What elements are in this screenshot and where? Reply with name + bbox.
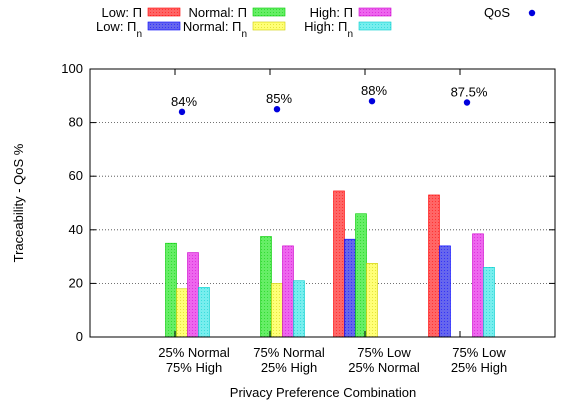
bar-normal_pi-2 — [355, 213, 367, 338]
x-tick-label: 25% Normal — [348, 360, 420, 375]
bar-low_pi-2 — [333, 190, 345, 338]
legend-label-high_pin: High: Πn — [304, 19, 353, 40]
legend-swatch-normal_pi — [252, 7, 286, 17]
qos-point — [368, 97, 376, 105]
bar-high_pi-3 — [472, 233, 484, 338]
bar-high_pin-0 — [198, 287, 210, 338]
qos-points: 84% 85% 88% 87.5% — [171, 83, 488, 116]
legend-label-high_pi: High: Π — [310, 5, 353, 20]
x-tick-label: 75% Normal — [253, 345, 325, 360]
y-tick-label: 40 — [69, 222, 83, 237]
bar-low_pin-3 — [439, 245, 451, 338]
bar-high_pin-1 — [293, 280, 305, 338]
legend-label-normal_pi: Normal: Π — [188, 5, 247, 20]
bar-normal_pi-0 — [165, 242, 177, 338]
qos-point — [463, 99, 471, 106]
bar-high_pin-3 — [483, 267, 495, 338]
y-tick-label: 20 — [69, 275, 83, 290]
legend-label-low_pi: Low: Π — [102, 5, 142, 20]
x-axis-label: Privacy Preference Combination — [230, 385, 416, 400]
legend-marker-qos — [528, 9, 536, 17]
y-tick-label: 60 — [69, 168, 83, 183]
qos-point — [273, 106, 281, 113]
legend-swatch-high_pin — [358, 21, 392, 31]
legend-label-normal_pin: Normal: Πn — [183, 19, 247, 40]
y-axis-label: Traceability - QoS % — [11, 143, 26, 262]
x-tick-label: 25% Normal — [158, 345, 230, 360]
legend-label-low_pin: Low: Πn — [96, 19, 142, 40]
bars — [165, 190, 495, 338]
legend-swatch-normal_pin — [252, 21, 286, 31]
x-tick-label: 75% High — [166, 360, 222, 375]
legend-swatch-low_pin — [147, 21, 181, 31]
bar-normal_pin-1 — [271, 283, 283, 338]
bar-low_pi-3 — [428, 194, 440, 338]
bar-high_pi-1 — [282, 245, 294, 338]
bar-normal_pi-1 — [260, 236, 272, 338]
y-tick-label: 80 — [69, 115, 83, 130]
qos-label: 87.5% — [451, 85, 488, 100]
bar-low_pin-2 — [344, 238, 356, 338]
legend-swatch-low_pi — [147, 7, 181, 17]
y-tick-label: 100 — [61, 61, 83, 76]
qos-point — [178, 108, 186, 116]
y-axis: 0 20 40 60 80 100 — [61, 61, 555, 344]
x-tick-label: 25% High — [261, 360, 317, 375]
legend-swatch-high_pi — [358, 7, 392, 17]
plot-frame — [89, 68, 556, 338]
legend-label-qos: QoS — [484, 5, 510, 20]
x-tick-label: 75% Low — [357, 345, 411, 360]
qos-label: 88% — [361, 83, 387, 98]
x-tick-label: 75% Low — [452, 345, 506, 360]
bar-high_pi-0 — [187, 252, 199, 338]
qos-label: 85% — [266, 91, 292, 106]
bar-normal_pin-2 — [366, 262, 378, 338]
grid-lines — [90, 122, 555, 284]
y-tick-label: 0 — [76, 329, 83, 344]
bar-normal_pin-0 — [176, 288, 188, 338]
qos-label: 84% — [171, 94, 197, 109]
x-tick-label: 25% High — [451, 360, 507, 375]
